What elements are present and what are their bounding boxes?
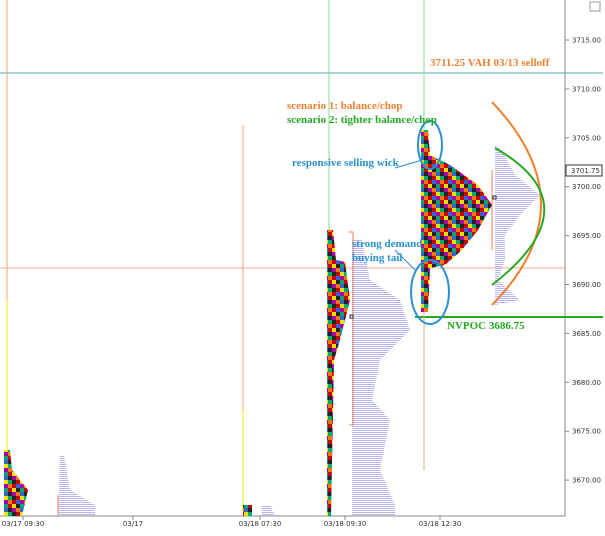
wick-ellipse	[417, 120, 443, 170]
price-label: 3695.00	[572, 232, 601, 240]
wick-label: responsive selling wick	[292, 157, 400, 169]
time-label: 03/18 09:30	[324, 520, 367, 528]
vah-label: 3711.25 VAH 03/13 selloff	[430, 57, 550, 69]
current-price-box	[565, 164, 603, 177]
demand-label: buying tail	[352, 252, 402, 264]
frame	[0, 0, 601, 517]
time-axis: 03/17 09:30 03/17 03/18 07:30 03/18 09:30 03…	[2, 516, 462, 528]
volume-profile	[262, 505, 275, 516]
price-label: 3700.00	[572, 183, 601, 191]
price-label: 3715.00	[572, 37, 601, 45]
tail-ellipse	[410, 259, 450, 325]
time-label: 03/17 09:30	[2, 520, 45, 528]
time-label: 03/17	[123, 520, 143, 528]
tpo-profile	[327, 230, 350, 516]
tpo-profiles	[4, 130, 492, 516]
scenario-2-curve	[491, 147, 546, 286]
price-axis: 3715.00 3710.00 3705.00 3700.00 3695.00 3690.…	[565, 37, 601, 485]
annotations: 3711.25 VAH 03/13 selloff scenario 1: ba…	[287, 57, 550, 332]
scenario-label: scenario 2: tighter balance/chop	[287, 114, 437, 126]
drawings	[394, 101, 546, 325]
price-label: 3710.00	[572, 85, 601, 93]
price-label: 3705.00	[572, 134, 601, 142]
price-label: 3675.00	[572, 428, 601, 436]
time-label: 03/18 07:30	[239, 520, 282, 528]
volume-profile	[495, 145, 540, 305]
price-label: 3670.00	[572, 477, 601, 485]
volume-profiles	[58, 145, 540, 516]
value-brackets	[57, 169, 498, 516]
tpo-profile	[243, 505, 252, 516]
price-label: 3680.00	[572, 379, 601, 387]
volume-profile	[352, 240, 410, 516]
time-label: 03/18 12:30	[419, 520, 462, 528]
nvpoc-label: NVPOC 3686.75	[447, 320, 525, 332]
volume-profile	[58, 455, 95, 516]
scenario-1-curve	[491, 101, 542, 306]
demand-label: strong demand	[352, 238, 422, 250]
tpo-profile	[421, 130, 492, 312]
price-label: 3690.00	[572, 281, 601, 289]
price-label: 3685.00	[572, 330, 601, 338]
reference-lines	[0, 0, 603, 512]
tpo-profile	[4, 450, 28, 516]
current-price: 3701.75	[571, 167, 600, 175]
scenario-label: scenario 1: balance/chop	[287, 100, 403, 112]
